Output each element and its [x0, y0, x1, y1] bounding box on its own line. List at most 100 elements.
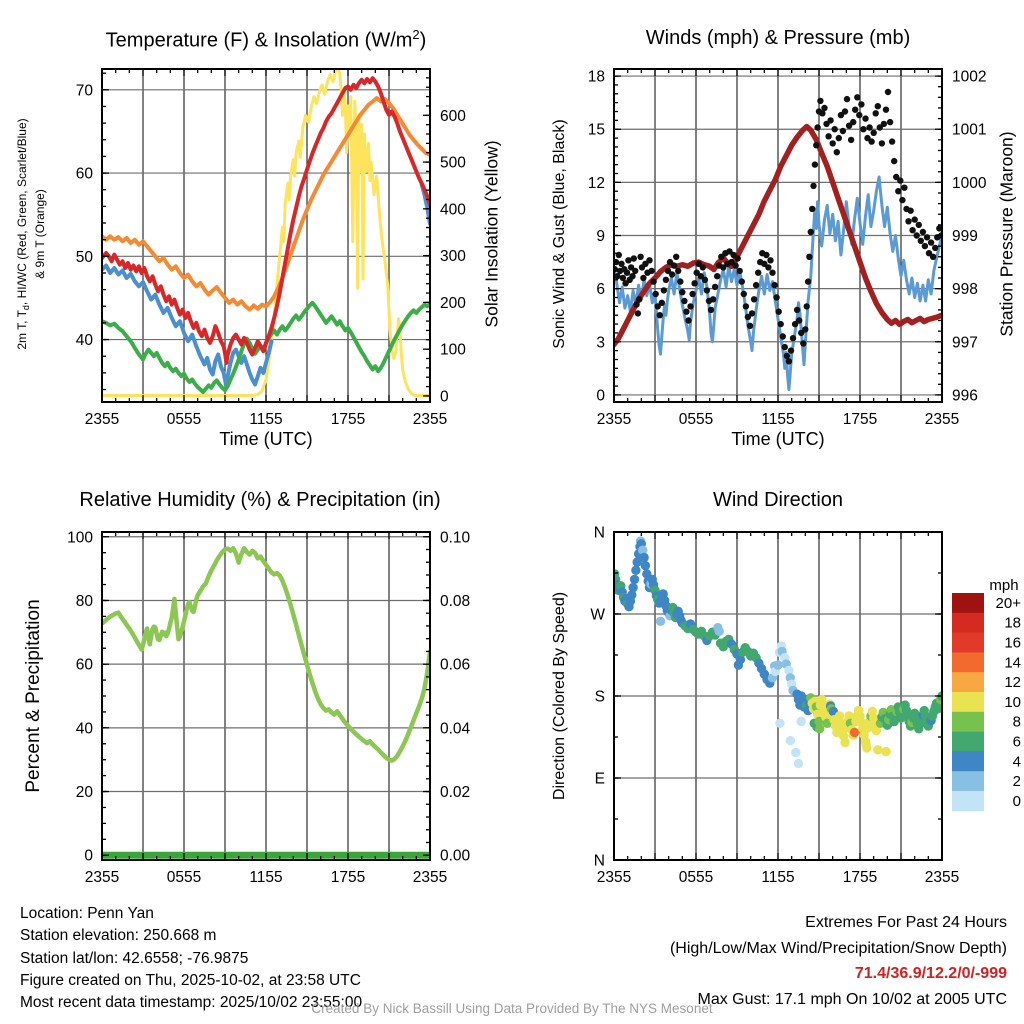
svg-text:1000: 1000 — [952, 175, 987, 192]
svg-text:1155: 1155 — [249, 411, 282, 428]
svg-text:2355: 2355 — [413, 869, 447, 886]
svg-text:500: 500 — [440, 155, 466, 172]
svg-text:6: 6 — [596, 281, 605, 298]
humidity_precip-plot: 2355 0555 1155 1755 2355 0 20 40 60 80 100 0.00 0.02… — [67, 529, 470, 886]
temperature-y-left-label: 2m T, Td, HI/WC (Red, Green, Scarlet/Blu… — [14, 118, 48, 350]
extremes-subheading: (High/Low/Max Wind/Precipitation/Snow De… — [669, 939, 1007, 957]
station-info: Location: Penn Yan Station elevation: 25… — [20, 903, 362, 1014]
svg-text:0: 0 — [1013, 793, 1021, 810]
svg-text:3: 3 — [596, 334, 605, 351]
temperature-x-axis-title: Time (UTC) — [219, 429, 313, 449]
svg-text:18: 18 — [1004, 615, 1021, 632]
extremes-heading: Extremes For Past 24 Hours — [805, 914, 1007, 931]
svg-text:12: 12 — [1004, 674, 1021, 691]
svg-text:0.04: 0.04 — [440, 720, 471, 737]
humidity-y-left-label: Percent & Precipitation — [23, 599, 44, 793]
svg-text:2: 2 — [1013, 773, 1021, 790]
svg-text:E: E — [595, 771, 605, 788]
svg-text:0555: 0555 — [679, 869, 713, 886]
svg-text:12: 12 — [588, 175, 605, 192]
svg-text:0555: 0555 — [167, 411, 201, 428]
svg-text:997: 997 — [952, 334, 978, 351]
svg-text:18: 18 — [588, 69, 605, 86]
svg-text:0.06: 0.06 — [440, 657, 470, 674]
svg-text:1755: 1755 — [331, 411, 365, 428]
winds-x-axis-title: Time (UTC) — [731, 429, 825, 449]
svg-text:0.00: 0.00 — [440, 848, 471, 865]
svg-text:9: 9 — [596, 228, 605, 245]
credit-line: Created By Nick Bassill Using Data Provi… — [311, 1001, 713, 1016]
svg-text:100: 100 — [440, 342, 466, 359]
svg-text:N: N — [594, 853, 605, 870]
svg-text:6: 6 — [1013, 734, 1021, 751]
extremes-info: Extremes For Past 24 Hours (High/Low/Max… — [670, 910, 1007, 1012]
svg-text:0555: 0555 — [679, 411, 713, 428]
svg-text:0: 0 — [84, 848, 93, 865]
svg-text:0555: 0555 — [167, 869, 201, 886]
svg-text:1755: 1755 — [331, 869, 365, 886]
svg-text:20: 20 — [76, 784, 94, 801]
svg-text:20+: 20+ — [996, 595, 1022, 612]
wind_direction-plot: 2355 0555 1155 1755 2355NWSEN20+181614121086… — [590, 525, 1021, 887]
svg-text:1002: 1002 — [952, 69, 986, 86]
winds-y-right-label: Station Pressure (Maroon) — [996, 131, 1017, 337]
temperature-y-right-label: Solar Insolation (Yellow) — [481, 140, 502, 328]
figure-created: Figure created on Thu, 2025-10-02, at 23… — [20, 971, 361, 989]
svg-text:100: 100 — [67, 529, 93, 546]
svg-text:60: 60 — [76, 657, 94, 674]
svg-text:W: W — [590, 607, 605, 624]
svg-text:4: 4 — [1013, 753, 1021, 770]
max-gust: Max Gust: 17.1 mph On 10/02 at 2005 UTC — [697, 990, 1008, 1008]
station-location: Location: Penn Yan — [20, 905, 154, 922]
extremes-values: 71.4/36.9/12.2/0/-999 — [854, 965, 1007, 982]
svg-text:70: 70 — [76, 82, 94, 99]
svg-text:1755: 1755 — [843, 411, 877, 428]
svg-text:200: 200 — [440, 295, 466, 312]
svg-text:0: 0 — [596, 387, 605, 404]
svg-text:80: 80 — [76, 593, 94, 610]
temp_insolation-plot: 2355 0555 1155 1755 2355 40 50 60 70 0 100 200 300 40… — [76, 68, 466, 428]
svg-text:400: 400 — [440, 201, 466, 218]
svg-text:2355: 2355 — [85, 411, 119, 428]
wind-direction-y-left-label: Direction (Colored By Speed) — [551, 591, 568, 801]
station-elevation: Station elevation: 250.668 m — [20, 927, 217, 945]
svg-text:40: 40 — [76, 720, 94, 737]
svg-text:16: 16 — [1004, 635, 1021, 652]
svg-text:15: 15 — [588, 122, 605, 139]
svg-text:1755: 1755 — [843, 869, 877, 886]
svg-text:1001: 1001 — [952, 122, 986, 139]
svg-text:40: 40 — [76, 332, 94, 349]
humidity-title: Relative Humidity (%) & Precipitation (i… — [79, 489, 441, 511]
svg-text:600: 600 — [440, 108, 466, 125]
svg-text:50: 50 — [76, 249, 94, 266]
legend-title: mph — [989, 577, 1019, 594]
speed-legend: 20+ 18 16 14 12 10 8 6 4 2 0 — [952, 593, 1022, 812]
svg-text:0.10: 0.10 — [440, 529, 471, 546]
svg-text:996: 996 — [952, 387, 978, 404]
station-latlon: Station lat/lon: 42.6558; -76.9875 — [20, 949, 249, 967]
svg-text:S: S — [595, 689, 605, 706]
svg-text:2355: 2355 — [597, 869, 631, 886]
svg-text:2355: 2355 — [925, 411, 959, 428]
svg-text:2355: 2355 — [85, 869, 119, 886]
svg-text:2355: 2355 — [597, 411, 631, 428]
winds-title: Winds (mph) & Pressure (mb) — [645, 27, 911, 49]
svg-text:1155: 1155 — [761, 869, 794, 886]
svg-text:0: 0 — [440, 388, 449, 405]
svg-text:999: 999 — [952, 228, 978, 245]
svg-text:N: N — [594, 525, 605, 542]
svg-text:14: 14 — [1004, 654, 1021, 671]
wind-direction-title: Wind Direction — [712, 489, 844, 511]
svg-text:2355: 2355 — [925, 869, 959, 886]
winds-y-left-label: Sonic Wind & Gust (Blue, Black) — [551, 119, 568, 349]
svg-text:60: 60 — [76, 166, 94, 183]
data-timestamp: Most recent data timestamp: 2025/10/02 2… — [20, 994, 363, 1012]
svg-text:8: 8 — [1013, 714, 1021, 731]
svg-text:300: 300 — [440, 248, 466, 265]
svg-text:1155: 1155 — [761, 411, 794, 428]
svg-text:2355: 2355 — [413, 411, 447, 428]
svg-text:0.08: 0.08 — [440, 593, 470, 610]
svg-text:998: 998 — [952, 281, 978, 298]
